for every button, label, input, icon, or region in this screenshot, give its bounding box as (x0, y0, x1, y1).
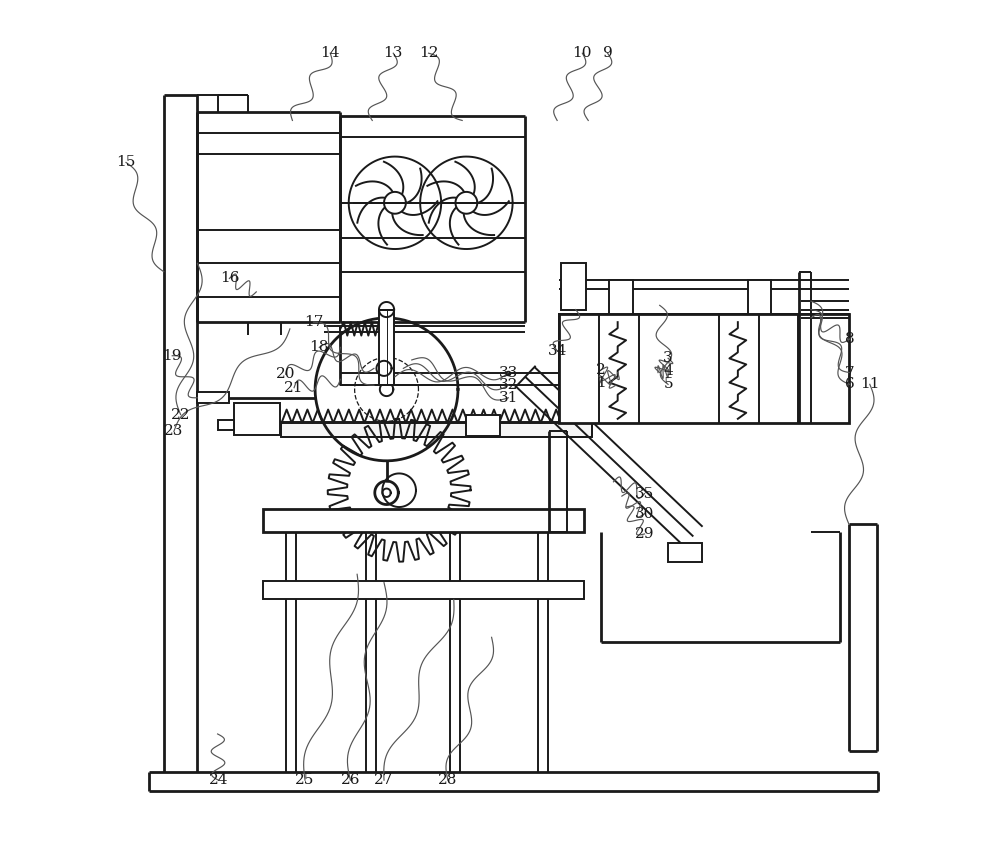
Text: 25: 25 (295, 773, 315, 787)
Text: 14: 14 (320, 47, 340, 60)
Text: 30: 30 (635, 507, 654, 521)
Text: 3: 3 (663, 351, 673, 365)
Text: 1: 1 (596, 376, 606, 390)
Text: 28: 28 (438, 773, 458, 787)
Bar (263, 508, 584, 532)
Text: 24: 24 (209, 773, 228, 787)
Bar (668, 543, 702, 562)
Text: 7: 7 (845, 365, 854, 380)
Text: 16: 16 (220, 272, 239, 285)
Text: 9: 9 (603, 47, 612, 60)
Text: 11: 11 (860, 377, 880, 392)
Text: 4: 4 (663, 364, 673, 378)
Bar (234, 403, 280, 435)
Text: 27: 27 (374, 773, 394, 787)
Text: 2: 2 (596, 363, 606, 377)
Bar (281, 422, 592, 437)
Text: 23: 23 (164, 425, 184, 438)
Bar (609, 280, 633, 314)
Text: 21: 21 (284, 381, 304, 395)
Text: 12: 12 (419, 47, 438, 60)
Text: 33: 33 (499, 365, 518, 380)
Text: 22: 22 (171, 408, 190, 421)
Text: 10: 10 (573, 47, 592, 60)
Text: 31: 31 (499, 391, 518, 404)
Text: 5: 5 (663, 377, 673, 392)
Text: 20: 20 (276, 367, 295, 382)
Text: 18: 18 (310, 340, 329, 354)
Bar (466, 415, 500, 436)
Text: 19: 19 (162, 349, 182, 363)
Text: 17: 17 (304, 316, 323, 329)
Bar (559, 314, 849, 423)
Text: 26: 26 (341, 773, 360, 787)
Bar (559, 368, 849, 423)
Bar (197, 392, 229, 403)
Text: 35: 35 (635, 486, 654, 501)
Bar (263, 581, 584, 600)
Text: 13: 13 (384, 47, 403, 60)
Text: 32: 32 (499, 378, 518, 393)
Text: 34: 34 (547, 343, 567, 358)
Bar (748, 280, 771, 314)
Bar (559, 314, 849, 423)
Text: 6: 6 (845, 377, 854, 392)
Bar (379, 310, 394, 385)
Text: 15: 15 (116, 156, 136, 169)
Bar (218, 420, 234, 430)
Bar (561, 263, 586, 310)
Text: 29: 29 (635, 527, 654, 541)
Text: 8: 8 (845, 332, 854, 346)
